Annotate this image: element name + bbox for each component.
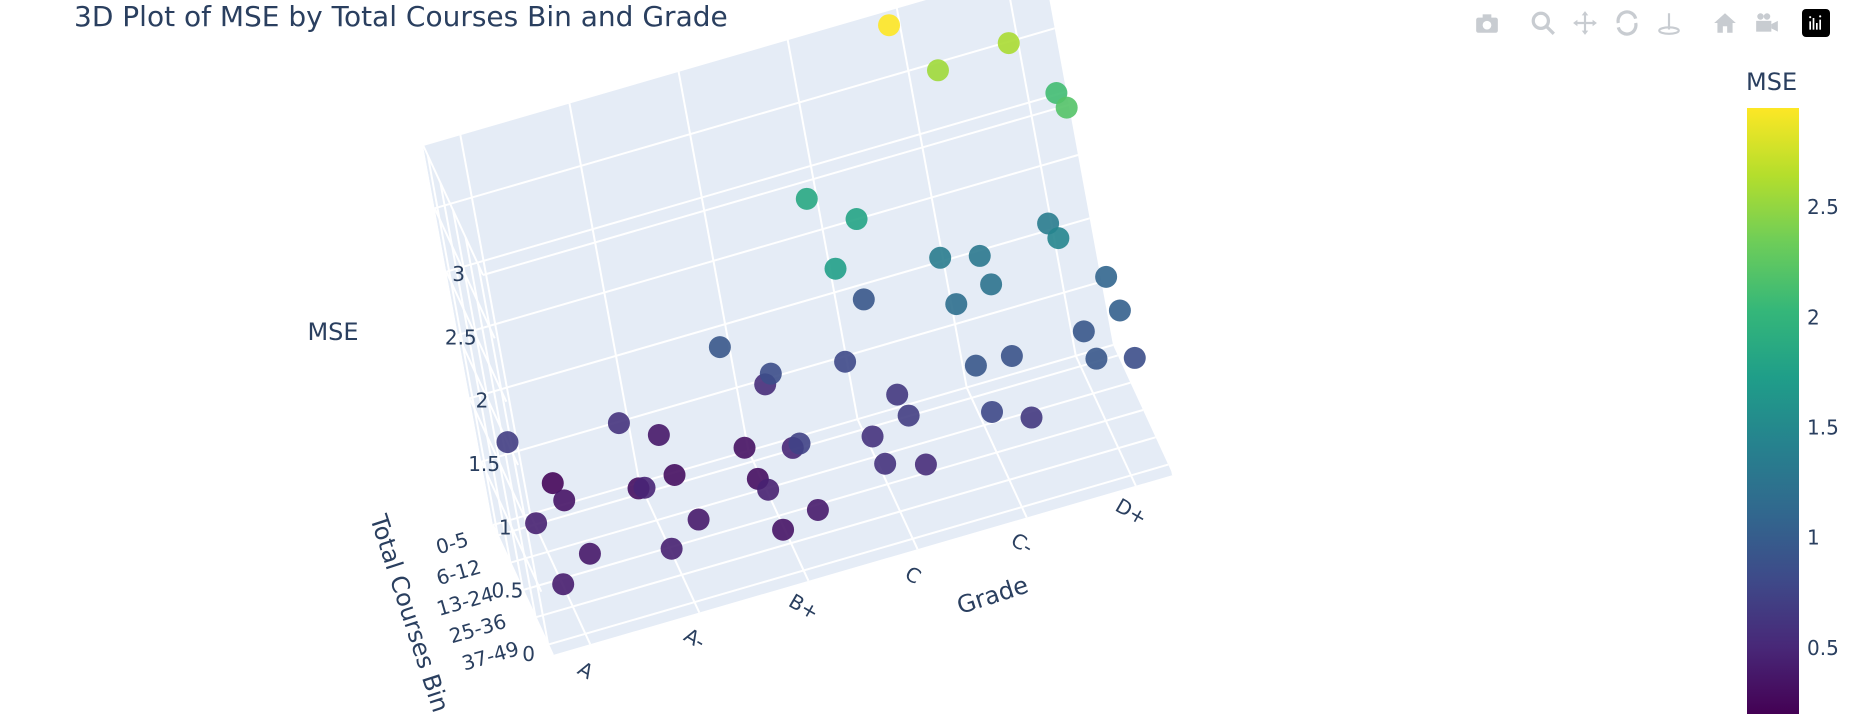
mse-tick-label: 0.5 — [492, 579, 524, 603]
data-point — [824, 257, 847, 280]
data-point — [874, 452, 897, 475]
grade-tick-label: D+ — [1111, 493, 1151, 530]
grade-tick-label: B+ — [785, 589, 823, 625]
colorbar-title: MSE — [1746, 68, 1798, 96]
bin-gridline — [535, 436, 1156, 619]
data-point — [980, 273, 1003, 296]
data-point — [795, 187, 818, 210]
zoom-icon[interactable] — [1526, 6, 1560, 40]
grade-tick-label: A- — [680, 623, 710, 654]
data-point — [886, 383, 909, 406]
mse-gridline — [433, 207, 496, 339]
modebar — [1470, 6, 1830, 40]
mse-tick-label: 2.5 — [445, 325, 477, 349]
mse-gridline — [457, 154, 1079, 336]
data-point — [1020, 406, 1043, 429]
colorbar-tick-label: 0.5 — [1807, 636, 1839, 660]
orbit-rotation-icon[interactable] — [1610, 6, 1644, 40]
data-point — [647, 423, 670, 446]
mse-tick-label: 3 — [452, 262, 465, 286]
colorbar — [1747, 108, 1799, 714]
data-point — [834, 350, 857, 373]
data-point — [981, 400, 1004, 423]
colorbar-tick-label: 1 — [1807, 526, 1820, 550]
bin-tick-label: 0-5 — [433, 527, 471, 559]
data-point — [757, 478, 780, 501]
data-point — [1047, 227, 1070, 250]
data-point — [897, 404, 920, 427]
mse-gridline — [434, 27, 1055, 210]
grade-tick-label: C- — [1007, 528, 1037, 559]
data-point — [945, 293, 968, 316]
data-point — [997, 32, 1020, 55]
camera-icon[interactable] — [1470, 6, 1504, 40]
mse-gridline — [481, 280, 1102, 463]
mse-tick-label: 0 — [522, 642, 535, 666]
mse-tick-label: 2 — [476, 389, 489, 413]
data-point — [1123, 346, 1146, 369]
data-point — [552, 573, 575, 596]
data-point — [1085, 347, 1108, 370]
colorbar-tick-label: 2.5 — [1807, 195, 1839, 219]
data-point — [733, 436, 756, 459]
mse-gridline — [492, 524, 554, 656]
mse-gridline — [468, 397, 531, 529]
turntable-rotation-icon[interactable] — [1652, 6, 1686, 40]
data-point — [1095, 265, 1118, 288]
data-point — [845, 208, 868, 231]
data-point — [663, 464, 686, 487]
data-point — [914, 453, 937, 476]
data-point — [525, 512, 548, 535]
mse-gridline — [422, 0, 927, 146]
home-icon[interactable] — [1708, 6, 1742, 40]
data-point — [1072, 320, 1095, 343]
mse-gridline — [445, 271, 508, 403]
data-point — [541, 472, 564, 495]
data-point — [660, 537, 683, 560]
mse-axis-label: MSE — [307, 318, 358, 346]
bin-gridline — [522, 409, 1144, 591]
data-point — [1108, 299, 1131, 322]
grade-tick-label: A — [574, 656, 598, 684]
data-point — [929, 246, 952, 269]
mse-gridline — [480, 461, 543, 593]
data-point — [964, 354, 987, 377]
data-point — [878, 14, 901, 37]
bin-gridline — [547, 463, 1169, 646]
frame-edge — [482, 94, 1104, 276]
data-point — [806, 498, 829, 521]
data-point — [852, 288, 875, 311]
data-point — [578, 542, 601, 565]
back-wall — [423, 0, 1113, 525]
data-point — [788, 432, 811, 455]
data-point — [687, 508, 710, 531]
data-point — [708, 336, 731, 359]
data-point — [861, 425, 884, 448]
grade-tick-label: C — [901, 561, 925, 589]
plotly-logo-icon[interactable] — [1802, 9, 1830, 37]
data-point — [607, 412, 630, 435]
data-point — [1000, 344, 1023, 367]
chart-title: 3D Plot of MSE by Total Courses Bin and … — [74, 0, 728, 33]
data-point — [496, 431, 519, 454]
mse-tick-label: 1.5 — [468, 452, 500, 476]
data-point — [759, 362, 782, 385]
colorbar-tick-label: 2 — [1807, 305, 1820, 329]
mse-gridline — [422, 144, 484, 276]
colorbar-tick-label: 1.5 — [1807, 416, 1839, 440]
mse-tick-label: 1 — [499, 515, 512, 539]
pan-icon[interactable] — [1568, 6, 1602, 40]
data-point — [772, 518, 795, 541]
grade-axis-label: Grade — [953, 571, 1031, 620]
data-point — [1055, 96, 1078, 119]
frame-edge — [1102, 94, 1174, 476]
data-point — [926, 59, 949, 82]
data-point — [633, 476, 656, 499]
mse-gridline — [446, 90, 1067, 273]
camera-view-icon[interactable] — [1750, 6, 1784, 40]
data-point — [553, 489, 576, 512]
data-point — [968, 244, 991, 267]
